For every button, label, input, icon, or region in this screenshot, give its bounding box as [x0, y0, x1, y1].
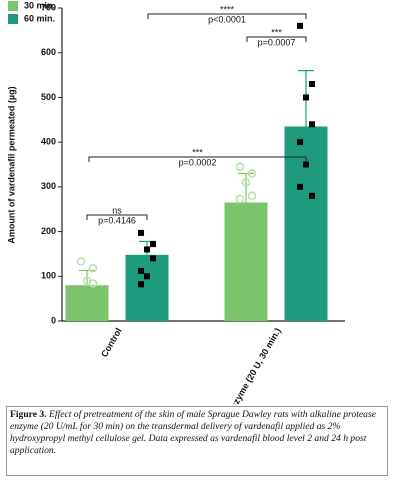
legend-swatch	[8, 1, 18, 11]
data-point	[247, 169, 257, 178]
data-point	[138, 281, 144, 288]
data-point	[297, 22, 303, 29]
y-axis-label: Amount of vardenafil permeated (µg)	[6, 86, 16, 243]
data-point	[235, 162, 245, 171]
y-tick-label: 700	[41, 2, 56, 12]
data-point	[309, 81, 315, 88]
significance-stars: ****	[220, 4, 235, 14]
data-point	[309, 121, 315, 128]
p-value: p=0.0007	[258, 37, 296, 47]
y-tick-label: 200	[41, 226, 56, 236]
legend-swatch	[8, 14, 18, 24]
data-point	[297, 139, 303, 146]
significance-stars: ns	[112, 205, 122, 215]
significance-stars: ***	[192, 147, 203, 157]
legend-label: 60 min.	[24, 13, 55, 23]
bar	[125, 254, 169, 321]
p-value: p<0.0001	[208, 14, 246, 24]
legend-label: 30 min.	[24, 0, 55, 10]
data-point	[144, 246, 150, 253]
data-point	[138, 267, 144, 274]
chart: Amount of vardenafil permeated (µg) 0 100…	[6, 0, 345, 404]
data-point	[150, 255, 156, 262]
bar	[284, 126, 328, 321]
data-point	[150, 241, 156, 248]
p-value: p=0.0002	[179, 157, 217, 167]
significance-bracket	[86, 214, 148, 220]
data-point	[88, 279, 98, 288]
y-tick-label: 0	[51, 315, 56, 325]
bar	[65, 285, 109, 321]
bar	[224, 202, 268, 321]
data-point	[88, 263, 98, 273]
x-tick-label: Control	[99, 326, 124, 359]
p-value: p=0.4146	[98, 215, 136, 225]
significance-bracket	[246, 36, 307, 42]
data-point	[247, 191, 257, 201]
data-point	[138, 229, 144, 236]
caption: Figure 3. Effect of pretreatment of the …	[6, 406, 388, 476]
caption-text: Effect of pretreatment of the skin of ma…	[10, 409, 376, 456]
y-tick-label: 300	[41, 181, 56, 191]
significance-stars: ***	[271, 27, 282, 37]
data-point	[241, 178, 251, 187]
data-point	[303, 94, 309, 101]
data-point	[303, 161, 309, 168]
x-tick-label: Enzyme (20 U, 30 min.)	[225, 326, 282, 404]
data-point	[144, 273, 150, 280]
caption-label: Figure 3.	[10, 409, 47, 420]
y-tick-label: 100	[41, 271, 56, 281]
data-point	[76, 257, 86, 266]
data-point	[235, 194, 245, 204]
y-tick-label: 600	[41, 47, 56, 57]
significance-bracket	[147, 13, 307, 19]
y-tick-label: 400	[41, 137, 56, 147]
data-point	[297, 183, 303, 190]
data-point	[309, 192, 315, 199]
significance-bracket	[88, 156, 307, 162]
y-tick-label: 500	[41, 92, 56, 102]
